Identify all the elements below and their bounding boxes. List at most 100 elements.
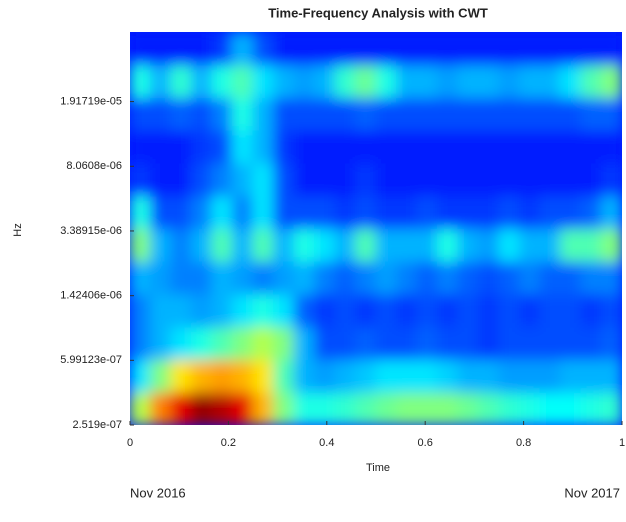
heatmap-cell	[232, 162, 254, 197]
heatmap-cell	[355, 260, 377, 295]
heatmap-cell	[170, 129, 192, 164]
heatmap-cell	[416, 391, 438, 425]
heatmap-cell	[355, 293, 377, 328]
x-tick-label: 0.6	[418, 437, 433, 449]
heatmap-cell	[150, 359, 172, 393]
heatmap-cell	[191, 64, 213, 98]
heatmap-cell	[601, 162, 622, 197]
heatmap-cell	[232, 391, 254, 425]
heatmap-cell	[191, 32, 213, 66]
heatmap-cell	[457, 359, 479, 393]
heatmap-cell	[334, 359, 356, 393]
heatmap-cell	[252, 97, 274, 131]
heatmap-cell	[580, 391, 602, 425]
heatmap-cell	[150, 129, 172, 164]
heatmap-cell	[375, 32, 397, 66]
heatmap-cell	[252, 129, 274, 164]
heatmap-cell	[191, 228, 213, 262]
heatmap-cell	[170, 260, 192, 295]
heatmap-cell	[539, 64, 561, 98]
heatmap-cell	[334, 391, 356, 425]
heatmap-cell	[314, 391, 336, 425]
heatmap-cell	[150, 32, 172, 66]
heatmap-cell	[293, 162, 315, 197]
heatmap-cell	[416, 326, 438, 360]
heatmap-cell	[130, 293, 151, 328]
heatmap-cell	[375, 391, 397, 425]
heatmap-cell	[519, 293, 541, 328]
heatmap-cell	[539, 97, 561, 131]
heatmap-cell	[396, 326, 418, 360]
heatmap-cell	[560, 326, 582, 360]
heatmap-cell	[498, 391, 520, 425]
heatmap-cell	[457, 32, 479, 66]
heatmap-cell	[498, 97, 520, 131]
heatmap-cell	[580, 129, 602, 164]
heatmap-cell	[396, 293, 418, 328]
heatmap-cell	[580, 359, 602, 393]
annotation: Nov 2017	[564, 485, 620, 500]
heatmap-cell	[232, 195, 254, 229]
heatmap-cell	[252, 64, 274, 98]
heatmap-cell	[314, 326, 336, 360]
heatmap-cell	[457, 97, 479, 131]
heatmap-cell	[560, 391, 582, 425]
heatmap-cell	[170, 326, 192, 360]
heatmap-cell	[539, 359, 561, 393]
heatmap-cell	[293, 359, 315, 393]
heatmap-cell	[252, 293, 274, 328]
y-tick-label: 3.38915e-06	[60, 225, 122, 237]
heatmap-cell	[293, 195, 315, 229]
heatmap-cell	[580, 32, 602, 66]
heatmap-cell	[457, 129, 479, 164]
heatmap-cell	[150, 64, 172, 98]
heatmap-cell	[478, 326, 500, 360]
heatmap-cell	[355, 97, 377, 131]
x-axis-label: Time	[366, 462, 390, 474]
heatmap-cell	[580, 162, 602, 197]
heatmap-cell	[130, 228, 151, 262]
heatmap-cell	[416, 97, 438, 131]
heatmap-cell	[416, 195, 438, 229]
heatmap-cell	[130, 97, 151, 131]
heatmap-cell	[498, 64, 520, 98]
heatmap-cell	[314, 228, 336, 262]
heatmap-cell	[191, 326, 213, 360]
heatmap-cell	[130, 129, 151, 164]
heatmap-cell	[396, 97, 418, 131]
heatmap-cell	[478, 97, 500, 131]
heatmap-cell	[539, 260, 561, 295]
heatmap-cell	[416, 64, 438, 98]
heatmap-cell	[375, 326, 397, 360]
heatmap-cell	[170, 293, 192, 328]
heatmap-cell	[252, 391, 274, 425]
heatmap-cell	[314, 129, 336, 164]
heatmap-cell	[211, 195, 233, 229]
heatmap-cells	[130, 32, 622, 425]
heatmap-cell	[498, 129, 520, 164]
heatmap-cell	[375, 195, 397, 229]
heatmap-cell	[334, 129, 356, 164]
y-tick-label: 5.99123e-07	[60, 354, 122, 366]
heatmap-cell	[170, 162, 192, 197]
heatmap-cell	[416, 129, 438, 164]
heatmap-cell	[130, 260, 151, 295]
heatmap-cell	[498, 260, 520, 295]
heatmap-cell	[478, 195, 500, 229]
heatmap-cell	[293, 129, 315, 164]
heatmap-cell	[560, 293, 582, 328]
heatmap-cell	[560, 260, 582, 295]
heatmap-cell	[314, 162, 336, 197]
y-axis-label: Hz	[12, 223, 24, 236]
heatmap-cell	[601, 260, 622, 295]
heatmap-cell	[457, 195, 479, 229]
heatmap-cell	[293, 260, 315, 295]
x-tick-label: 0.8	[516, 437, 531, 449]
heatmap-cell	[498, 293, 520, 328]
heatmap-cell	[601, 391, 622, 425]
heatmap-cell	[273, 260, 295, 295]
heatmap-cell	[232, 64, 254, 98]
heatmap-cell	[457, 260, 479, 295]
heatmap-cell	[519, 326, 541, 360]
